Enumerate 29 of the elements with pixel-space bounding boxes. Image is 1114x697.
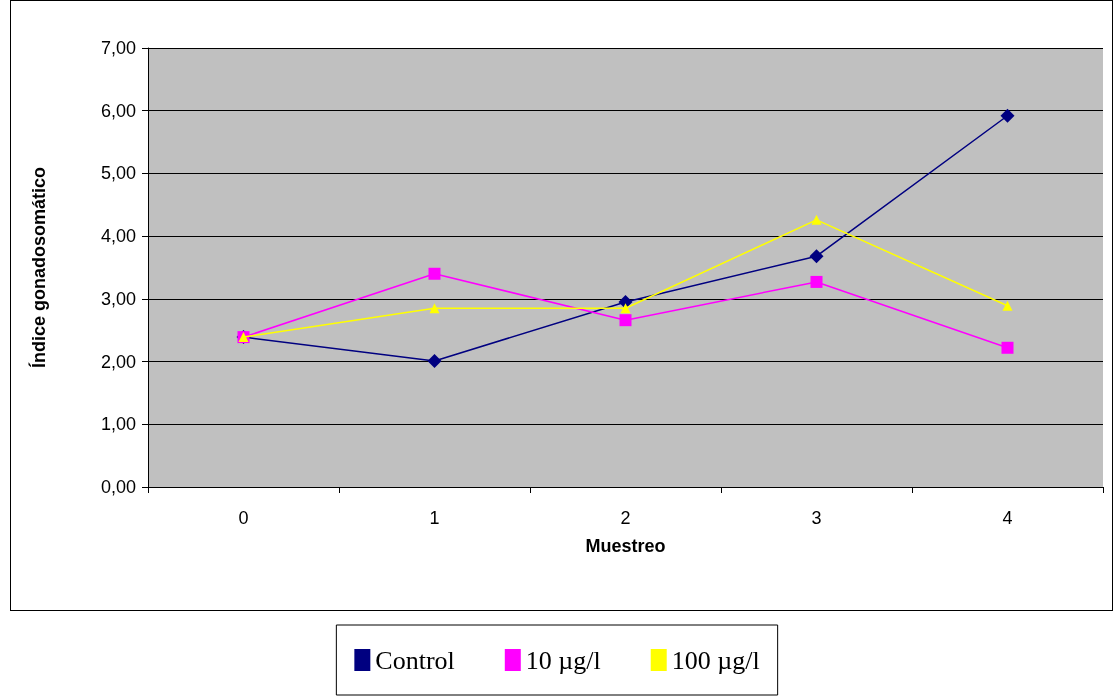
x-tick-label: 4: [1002, 508, 1013, 528]
point: [620, 303, 631, 314]
y-tick-label: 7,00: [100, 38, 136, 58]
y-tick-label: 6,00: [100, 100, 136, 121]
legend-label: 100 µg/l: [671, 645, 760, 675]
y-tick-label: 0,00: [100, 477, 136, 497]
y-axis-title: Índice gonadosomático: [28, 166, 49, 369]
x-axis-title: Muestreo: [585, 536, 666, 556]
point: [1000, 108, 1015, 123]
point: [427, 353, 442, 368]
y-tick-label: 3,00: [100, 288, 136, 309]
x-tick-label: 2: [620, 508, 631, 528]
x-tick-label: 3: [811, 508, 822, 528]
y-tick-label: 2,00: [100, 351, 136, 372]
legend-label: Control: [375, 645, 455, 675]
point: [1002, 300, 1013, 311]
x-tick-label: 0: [238, 508, 249, 528]
point: [428, 267, 441, 280]
y-tick-label: 5,00: [100, 163, 136, 184]
x-tick-label: 1: [429, 508, 440, 528]
point: [810, 275, 823, 288]
point: [811, 214, 822, 225]
point: [1001, 341, 1014, 354]
point: [619, 314, 632, 327]
point: [429, 303, 440, 314]
legend-label: 10 µg/l: [525, 645, 601, 675]
point: [809, 249, 824, 264]
y-tick-label: 4,00: [100, 226, 136, 247]
y-tick-label: 1,00: [100, 414, 136, 435]
